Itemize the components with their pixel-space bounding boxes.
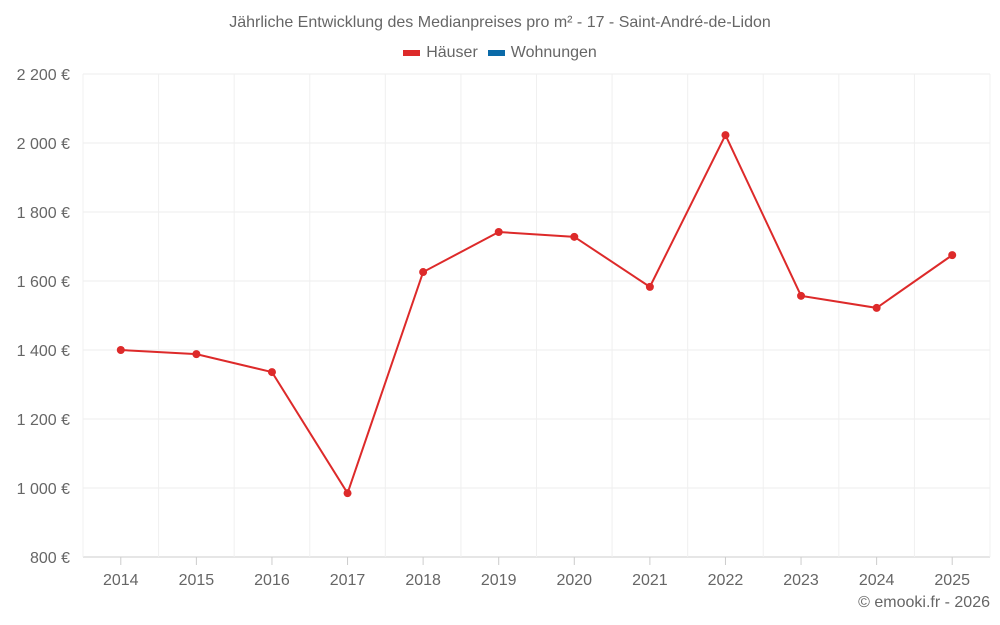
- data-point: [797, 291, 806, 300]
- copyright-credit: © emooki.fr - 2026: [858, 594, 990, 611]
- y-tick-label: 1 600 €: [17, 274, 70, 291]
- y-tick-label: 1 200 €: [17, 412, 70, 429]
- x-tick-label: 2016: [254, 572, 290, 589]
- y-tick-label: 2 200 €: [17, 67, 70, 84]
- data-point: [721, 131, 730, 140]
- data-point: [570, 232, 579, 241]
- y-tick-label: 1 800 €: [17, 205, 70, 222]
- chart-title: Jährliche Entwicklung des Medianpreises …: [229, 14, 771, 31]
- data-point: [343, 489, 352, 498]
- data-point: [645, 282, 654, 291]
- legend: Häuser Wohnungen: [0, 44, 1000, 62]
- y-tick-label: 2 000 €: [17, 136, 70, 153]
- legend-item-wohnungen[interactable]: Wohnungen: [487, 44, 597, 62]
- x-tick-label: 2020: [556, 572, 592, 589]
- y-tick-label: 1 000 €: [17, 481, 70, 498]
- y-tick-label: 1 400 €: [17, 343, 70, 360]
- data-point: [419, 268, 428, 277]
- data-point: [872, 303, 881, 312]
- x-tick-label: 2022: [708, 572, 744, 589]
- x-tick-label: 2024: [859, 572, 895, 589]
- x-tick-label: 2014: [103, 572, 139, 589]
- y-tick-label: 800 €: [30, 550, 70, 567]
- data-point: [267, 368, 276, 377]
- series-line-häuser: [120, 132, 953, 496]
- x-tick-label: 2023: [783, 572, 819, 589]
- legend-swatch-haeuser: [403, 50, 421, 56]
- x-tick-label: 2015: [179, 572, 215, 589]
- x-tick-label: 2019: [481, 572, 517, 589]
- legend-item-haeuser[interactable]: Häuser: [403, 44, 478, 62]
- x-tick-label: 2025: [934, 572, 970, 589]
- x-tick-label: 2018: [405, 572, 441, 589]
- data-point: [948, 251, 957, 260]
- legend-label-haeuser: Häuser: [426, 44, 478, 61]
- x-tick-label: 2017: [330, 572, 366, 589]
- data-point: [494, 228, 503, 237]
- data-point: [116, 346, 125, 354]
- legend-swatch-wohnungen: [487, 50, 505, 56]
- legend-label-wohnungen: Wohnungen: [510, 44, 597, 61]
- x-tick-label: 2021: [632, 572, 668, 589]
- data-point: [192, 350, 201, 359]
